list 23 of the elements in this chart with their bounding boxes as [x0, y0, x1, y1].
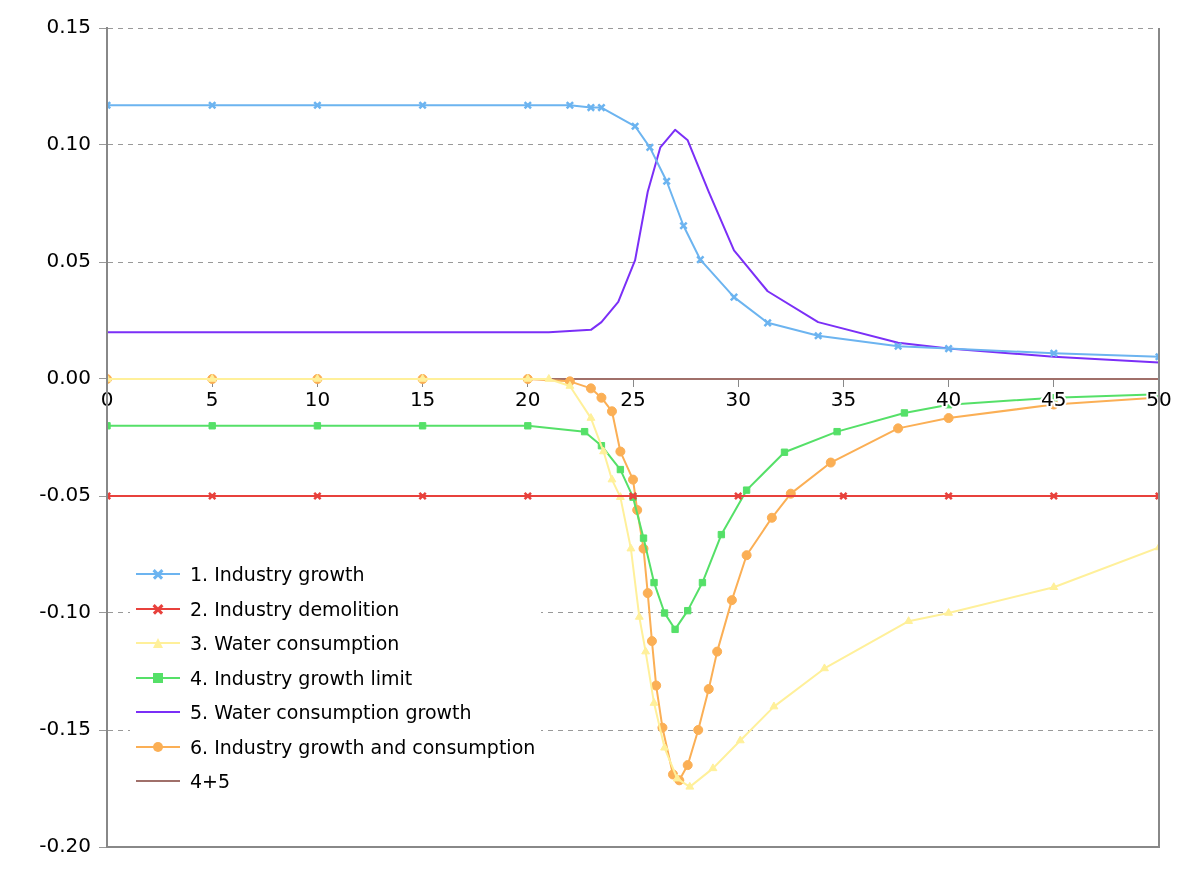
y-tick-label: 0.10 — [46, 131, 91, 156]
y-tick-label: 0.05 — [46, 248, 91, 273]
legend-label: 2. Industry demolition — [190, 597, 400, 620]
x-tick-label: 25 — [620, 387, 646, 412]
y-tick-label: -0.10 — [39, 599, 91, 624]
x-tick-label: 5 — [205, 387, 219, 412]
legend-label: 6. Industry growth and consumption — [190, 735, 536, 758]
legend-label: 5. Water consumption growth — [190, 701, 472, 724]
x-tick-label: 15 — [409, 387, 436, 412]
y-tick-label: 0.00 — [46, 365, 91, 390]
legend-label: 3. Water consumption — [190, 632, 400, 655]
y-tick-label: -0.05 — [39, 482, 91, 507]
legend-label: 4+5 — [190, 770, 231, 793]
y-tick-label: -0.20 — [39, 833, 91, 858]
x-tick-label: 20 — [515, 387, 541, 412]
x-tick-label: 30 — [725, 387, 751, 412]
legend-label: 4. Industry growth limit — [190, 666, 413, 689]
x-tick-label: 10 — [304, 387, 331, 412]
x-tick-label: 50 — [1146, 387, 1172, 412]
x-tick-label: 35 — [830, 387, 857, 412]
y-tick-label: -0.15 — [39, 716, 91, 741]
y-tick-label: 0.15 — [46, 14, 91, 39]
legend-label: 1. Industry growth — [190, 563, 365, 586]
